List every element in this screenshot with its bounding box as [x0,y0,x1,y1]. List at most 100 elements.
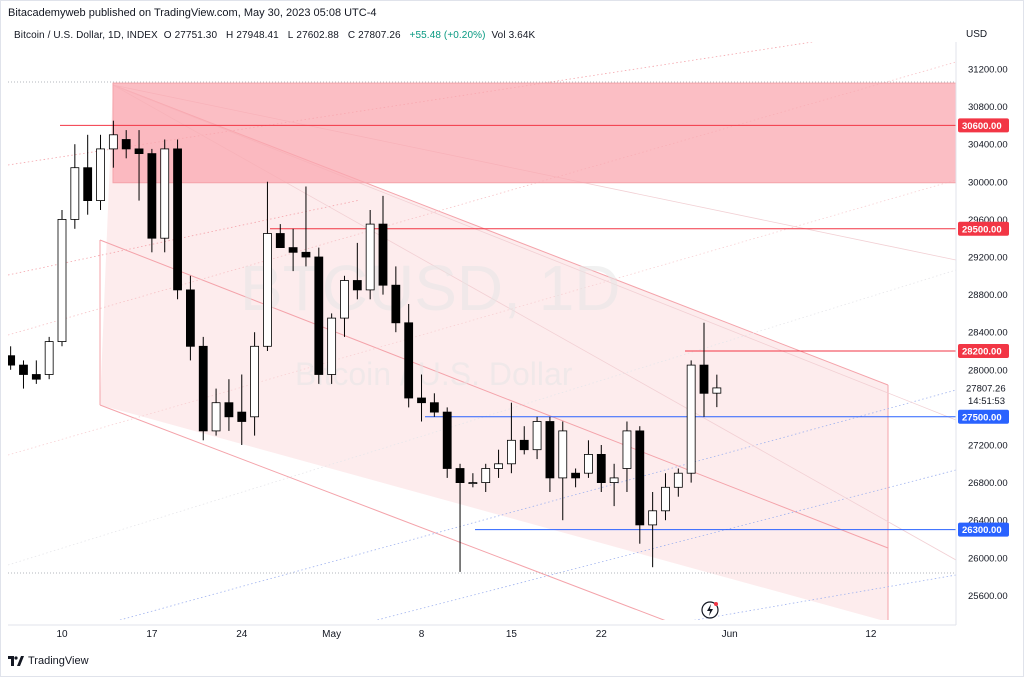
candle [19,360,28,389]
candle [609,463,619,507]
price-tick-label: 28400.00 [968,328,1008,339]
price-tick-label: 29600.00 [968,215,1008,226]
candle [250,332,260,436]
candle-body [211,402,221,432]
candle [185,275,195,361]
candle [134,130,144,201]
close-value: 27807.26 [358,30,401,41]
tradingview-brand: TradingView [28,655,89,667]
currency-label[interactable]: USD [966,29,988,40]
candle-body [263,233,272,347]
channel-fill [100,85,888,620]
candle [455,463,465,572]
price-tag-label: 30600.00 [962,121,1002,132]
candle [173,139,182,300]
tradingview-footer[interactable]: TradingView [8,655,89,667]
candle-body [19,364,28,375]
candle [545,416,555,492]
candle [468,473,478,488]
candle [635,426,645,544]
price-tag-bg [958,344,1009,358]
candle [31,360,41,384]
candle [365,210,375,300]
candle-body [622,430,632,469]
candle [519,426,529,455]
candle [661,473,670,521]
volume-label: Vol [491,30,506,41]
price-tick-label: 28000.00 [968,365,1008,376]
candle [327,313,337,384]
replay-icon[interactable] [701,601,719,619]
countdown-label: 14:51:53 [968,396,1005,407]
candle-body [519,439,529,451]
candle-body [70,167,80,220]
close-label: C [347,30,356,41]
candle [275,224,285,248]
price-tick-label: 30400.00 [968,140,1008,151]
candle [622,421,632,492]
candle-body [635,430,645,526]
candle-body [455,468,465,484]
candle-body [532,421,542,451]
price-tick-label: 26000.00 [968,553,1008,564]
candle [160,139,170,253]
time-tick-label: 12 [865,629,877,640]
candle-body [83,167,93,201]
candles-layer [8,120,722,572]
candle-body [494,463,503,469]
time-tick-label: 10 [56,629,68,640]
candle-body [545,421,555,479]
high-label: H [226,30,234,41]
price-tick-label: 27200.00 [968,441,1008,452]
candle-body [147,153,157,239]
publisher-caption: Bitacademyweb published on TradingView.c… [8,7,377,19]
fan-line [8,61,956,336]
price-tag-label: 29500.00 [962,224,1002,235]
price-tags: 30600.00 29500.00 28200.00 27500.00 26300.00 [958,118,1009,537]
price-tag-label: 27500.00 [962,412,1002,423]
price-axis[interactable]: 31200.00 30800.00 30400.00 30000.00 29600.00… [955,42,1008,625]
candle [147,148,157,253]
time-axis[interactable]: 10 17 24 May 8 15 22 Jun 12 [8,624,956,640]
price-tick-label: 26800.00 [968,478,1008,489]
candle-body [314,256,324,375]
last-price-label: 27807.26 [966,383,1006,394]
candle-body [404,322,414,399]
candle-body [429,402,439,413]
open-label: O [163,30,172,41]
time-tick-label: 22 [596,629,608,640]
price-tick-label: 30000.00 [968,177,1008,188]
candle-body [160,148,170,239]
candle [340,275,349,337]
candle [378,195,388,295]
symbol-name[interactable]: Bitcoin / U.S. Dollar, 1D, INDEX [14,30,158,41]
candle [558,421,568,521]
candle-body [250,345,260,418]
candle-body [185,289,195,347]
candle [571,468,580,488]
price-tag-bg [958,221,1009,236]
supply-zone [112,82,956,184]
candle-body [288,247,298,253]
volume-value: 3.64K [508,30,536,41]
candle-body [673,472,683,488]
symbol-watermark: BTCUSD, 1D Bitcoin / U.S. Dollar [240,252,621,392]
candle-body [442,411,452,469]
candle-body [648,510,658,526]
candle [121,130,131,159]
candle [429,393,439,417]
low-label: L [287,30,294,41]
time-tick-label: 24 [236,629,248,640]
price-tag-bg [958,522,1009,537]
candle-body [134,148,144,154]
candle [532,416,542,460]
candle-body [584,453,593,474]
candle [314,247,324,384]
candle-body [391,284,401,324]
candle-body [8,355,16,366]
candle-body [712,387,722,394]
price-tick-label: 30800.00 [968,102,1008,113]
candle [391,266,401,333]
candle [57,210,67,347]
